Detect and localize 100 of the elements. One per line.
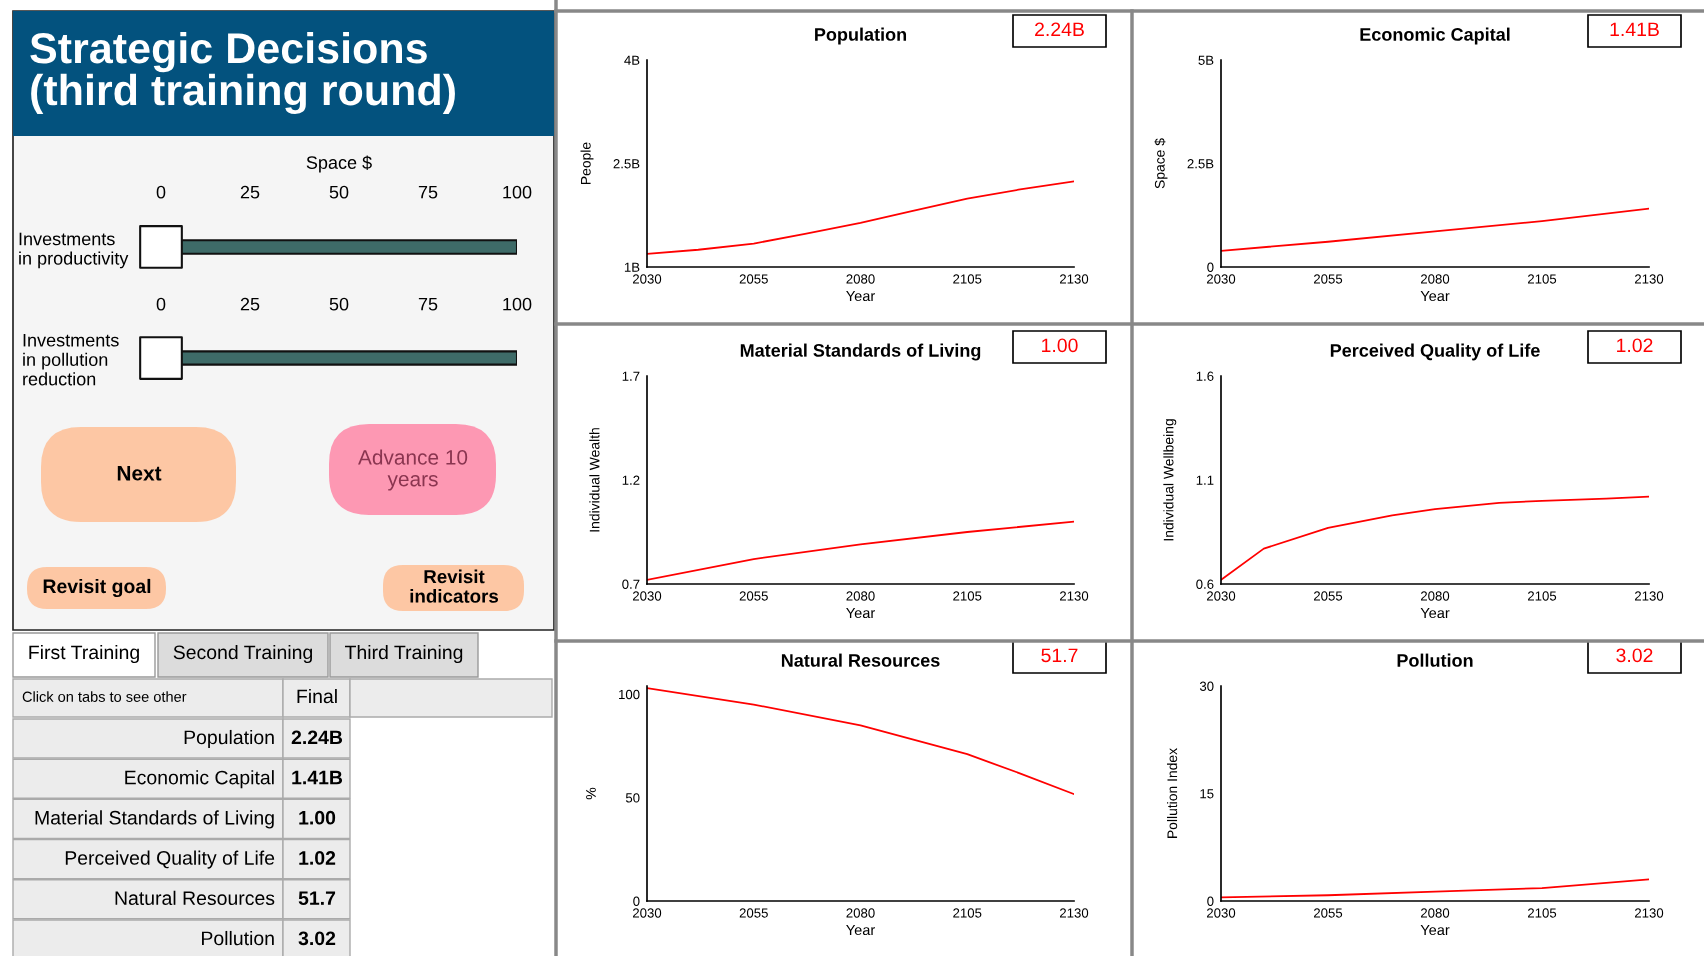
text: Click on tabs to see other xyxy=(22,691,187,702)
x-tick-label: 2030 xyxy=(632,908,662,918)
x-tick-label: 2030 xyxy=(632,274,662,284)
text: 1.00 xyxy=(299,810,336,825)
x-tick-label: 2030 xyxy=(1206,591,1236,601)
text: Next xyxy=(117,466,162,481)
line-series xyxy=(647,180,1074,255)
y-axis-title: % xyxy=(586,787,596,800)
y-tick-label: 100 xyxy=(619,689,640,700)
y-tick-label: 0.7 xyxy=(622,579,640,589)
x-tick-label: 25 xyxy=(240,297,260,311)
x-tick-label: 2030 xyxy=(1206,274,1236,284)
x-axis-title: Year xyxy=(1420,607,1450,619)
text: 51.7 xyxy=(1041,648,1078,663)
chart-title: Material Standards of Living xyxy=(740,343,981,361)
x-tick-label: 2080 xyxy=(846,274,875,284)
text: Perceived Quality of Life xyxy=(65,850,275,869)
text: Economic Capital xyxy=(125,770,274,789)
x-tick-label: 2080 xyxy=(1420,908,1450,918)
text: Material Standards of Living xyxy=(35,810,274,829)
x-tick-label: 50 xyxy=(329,297,349,311)
x-tick-label: 2055 xyxy=(739,274,768,284)
x-axis-title: Year xyxy=(846,924,875,936)
y-tick-label: 1B xyxy=(624,262,640,272)
y-tick-label: 2.5B xyxy=(613,159,640,169)
chart-title: Space $ xyxy=(306,155,372,173)
x-tick-label: 2105 xyxy=(1527,908,1557,918)
x-tick-label: 2055 xyxy=(1313,591,1343,601)
text: Advance 10 years xyxy=(358,449,468,491)
x-tick-label: 25 xyxy=(240,185,260,199)
x-tick-label: 2130 xyxy=(1634,591,1664,601)
y-tick-label: 4B xyxy=(624,55,640,65)
chart-title: Perceived Quality of Life xyxy=(1330,343,1540,361)
x-tick-label: 2105 xyxy=(953,908,982,918)
y-tick-label: 1.6 xyxy=(1196,371,1214,381)
x-tick-label: 100 xyxy=(503,185,532,199)
y-tick-label: 0 xyxy=(1207,896,1214,906)
x-tick-label: 75 xyxy=(418,297,438,311)
y-tick-label: 30 xyxy=(1199,681,1214,691)
x-tick-label: 2105 xyxy=(1527,274,1557,284)
chart-title: Natural Resources xyxy=(781,653,940,667)
x-tick-label: 2055 xyxy=(1313,274,1343,284)
text: 1.41B xyxy=(1610,22,1659,37)
y-axis-title: Space $ xyxy=(1154,138,1168,189)
x-tick-label: 2080 xyxy=(846,591,875,601)
chart-title: Economic Capital xyxy=(1360,27,1510,45)
x-tick-label: 2130 xyxy=(1634,274,1664,284)
text: 1.41B xyxy=(292,770,343,785)
chart-title: Pollution xyxy=(1397,653,1473,667)
line-series xyxy=(647,687,1074,796)
text: Strategic Decisions (third training round) xyxy=(30,31,455,115)
x-tick-label: 2130 xyxy=(1059,591,1089,601)
y-tick-label: Investments in pollution reduction xyxy=(23,333,119,386)
x-tick-label: 2055 xyxy=(1313,908,1343,918)
x-axis-title: Year xyxy=(846,607,875,619)
y-tick-label: Investments in productivity xyxy=(19,232,129,269)
y-tick-label: 15 xyxy=(1200,789,1214,799)
x-tick-label: 2080 xyxy=(846,908,875,918)
text: Third Training xyxy=(345,644,463,664)
text: Revisit indicators xyxy=(410,569,499,603)
x-tick-label: 75 xyxy=(418,185,438,199)
line-series xyxy=(1221,495,1649,581)
chart-title: Population xyxy=(815,27,907,45)
text: Pollution xyxy=(202,930,274,946)
x-tick-label: 2105 xyxy=(953,274,982,284)
y-tick-label: 0 xyxy=(1207,262,1214,272)
x-tick-label: 2080 xyxy=(1420,591,1450,601)
text: 3.02 xyxy=(1616,648,1653,663)
text: First Training xyxy=(29,644,139,664)
x-tick-label: 0 xyxy=(156,185,166,199)
y-axis-title: Individual Wellbeing xyxy=(1163,419,1177,541)
y-axis-title: Individual Wealth xyxy=(589,428,600,532)
y-tick-label: 2.5B xyxy=(1187,159,1214,169)
y-tick-label: 0.6 xyxy=(1196,579,1214,589)
text: 3.02 xyxy=(298,931,336,946)
text: 51.7 xyxy=(298,891,336,906)
y-tick-label: 50 xyxy=(625,793,640,803)
x-tick-label: 2080 xyxy=(1420,274,1450,284)
y-axis-title: Pollution Index xyxy=(1166,748,1178,838)
x-tick-label: 2130 xyxy=(1634,908,1664,918)
x-tick-label: 0 xyxy=(156,297,166,311)
line-series xyxy=(1221,207,1649,252)
x-axis-title: Year xyxy=(1420,924,1450,936)
text: 1.02 xyxy=(1617,338,1653,353)
y-tick-label: 1.1 xyxy=(1196,475,1214,485)
x-tick-label: 100 xyxy=(503,297,532,311)
text: 1.02 xyxy=(299,851,336,865)
y-tick-label: 5B xyxy=(1198,55,1214,65)
x-tick-label: 50 xyxy=(329,185,349,199)
y-axis-title: People xyxy=(580,142,594,184)
x-tick-label: 2105 xyxy=(953,591,982,601)
y-tick-label: 0 xyxy=(633,896,640,906)
text: Population xyxy=(184,729,274,749)
text: Second Training xyxy=(173,644,313,664)
x-tick-label: 2130 xyxy=(1059,908,1089,918)
line-series xyxy=(647,520,1074,581)
text: Natural Resources xyxy=(115,890,275,906)
x-axis-title: Year xyxy=(846,290,875,302)
x-tick-label: 2055 xyxy=(739,908,768,918)
text: Revisit goal xyxy=(43,578,151,598)
